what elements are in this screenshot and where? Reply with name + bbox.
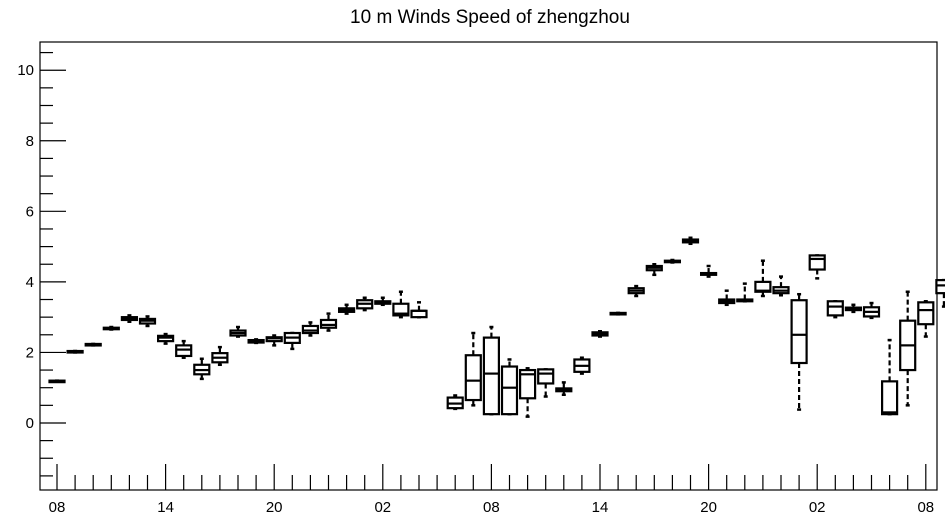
box — [374, 296, 392, 307]
box — [157, 332, 175, 345]
box-iqr — [790, 299, 808, 365]
box — [681, 236, 700, 246]
box — [808, 254, 826, 280]
box-iqr — [880, 380, 899, 416]
box — [862, 301, 881, 320]
x-tick-label: 14 — [157, 499, 174, 516]
box-iqr — [464, 354, 482, 402]
box — [338, 303, 356, 315]
box — [790, 292, 808, 411]
x-tick-label: 20 — [700, 499, 717, 516]
box — [392, 290, 410, 319]
box — [754, 259, 772, 298]
y-tick-label: 4 — [26, 274, 34, 291]
box — [319, 312, 338, 332]
box — [699, 264, 718, 278]
box-iqr — [826, 300, 844, 317]
box — [826, 300, 844, 319]
box — [301, 321, 319, 337]
box — [120, 314, 139, 323]
box — [482, 325, 500, 416]
box — [555, 381, 573, 397]
box — [537, 368, 555, 398]
box — [283, 331, 301, 351]
x-axis: 08 14 20 02 08 14 20 02 08 — [49, 464, 934, 516]
box — [880, 338, 899, 416]
box — [464, 331, 482, 407]
box — [446, 394, 464, 411]
box — [772, 275, 790, 297]
box — [573, 356, 591, 375]
y-tick-label: 6 — [26, 203, 34, 220]
box — [138, 315, 157, 328]
y-tick-label: 0 — [26, 415, 34, 432]
box — [663, 258, 682, 264]
y-tick-label: 10 — [17, 62, 34, 79]
y-axis: 0 2 4 6 8 10 — [17, 51, 66, 477]
box — [844, 303, 863, 314]
box — [645, 262, 663, 277]
box — [591, 330, 609, 338]
box — [193, 357, 211, 381]
box — [48, 379, 66, 384]
box — [102, 325, 120, 331]
box — [627, 284, 645, 298]
y-tick-label: 8 — [26, 133, 34, 150]
x-tick-label: 02 — [809, 499, 826, 516]
box — [356, 296, 374, 312]
box-iqr — [917, 301, 935, 326]
box-iqr — [482, 336, 500, 416]
box-iqr — [518, 368, 537, 400]
box — [211, 345, 229, 367]
x-tick-label: 02 — [374, 499, 391, 516]
chart-title: 10 m Winds Speed of zhengzhou — [350, 7, 630, 28]
box — [518, 367, 537, 418]
box-iqr — [808, 254, 826, 271]
box-iqr — [500, 365, 519, 416]
box — [935, 278, 945, 308]
box-iqr — [392, 302, 410, 317]
x-tick-label: 20 — [266, 499, 283, 516]
x-tick-label: 08 — [49, 499, 66, 516]
box — [247, 338, 265, 345]
box — [175, 339, 193, 359]
box — [917, 300, 935, 338]
box — [265, 334, 283, 347]
box — [229, 325, 247, 338]
box-iqr — [935, 279, 945, 295]
box — [736, 282, 754, 303]
x-tick-label: 14 — [592, 499, 609, 516]
x-tick-label: 08 — [917, 499, 934, 516]
box — [84, 342, 102, 347]
box — [609, 311, 627, 316]
box-iqr — [537, 368, 555, 385]
box-series — [48, 236, 945, 418]
box — [66, 349, 84, 354]
box — [500, 358, 519, 416]
plot-frame — [39, 41, 938, 491]
box — [410, 301, 428, 319]
y-tick-label: 2 — [26, 344, 34, 361]
x-tick-label: 08 — [483, 499, 500, 516]
box — [899, 290, 917, 407]
box — [718, 289, 736, 307]
